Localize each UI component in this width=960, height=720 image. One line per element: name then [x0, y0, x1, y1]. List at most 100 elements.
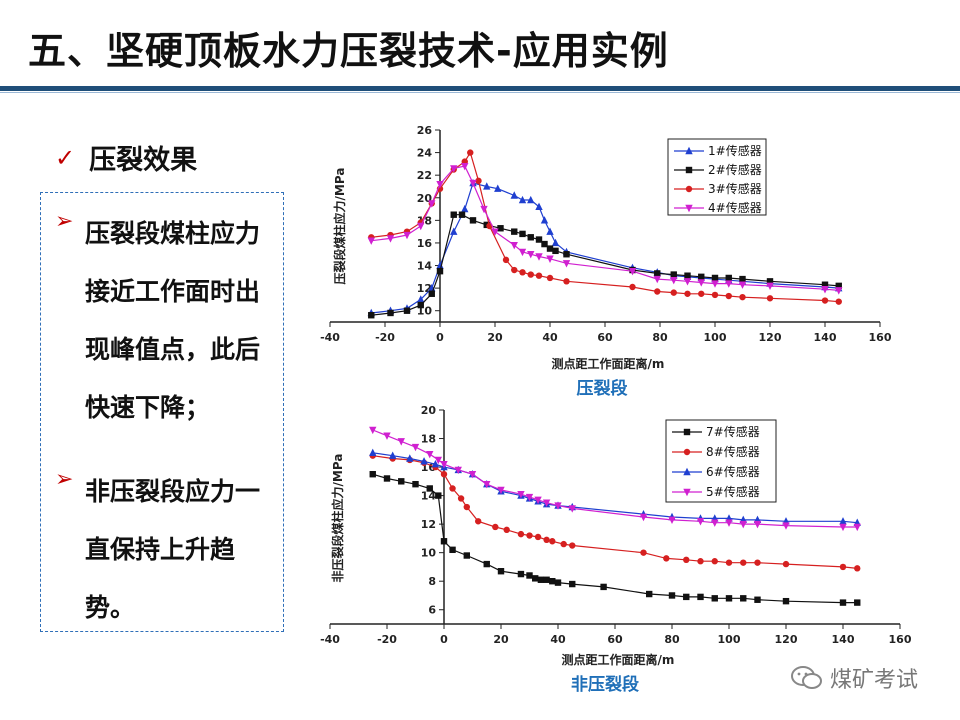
data-point	[517, 570, 525, 578]
legend-marker	[685, 146, 693, 155]
data-point	[469, 217, 477, 224]
data-point	[754, 596, 761, 603]
bullet-item: ➢ 压裂段煤柱应力接近工作面时出现峰值点，此后快速下降；	[55, 205, 275, 437]
data-point	[725, 559, 733, 566]
data-point	[600, 583, 607, 591]
data-point	[569, 542, 576, 549]
data-point	[369, 426, 377, 435]
x-tick-label: 60	[597, 331, 613, 344]
data-point	[542, 499, 551, 508]
check-mark-icon: ✓	[55, 143, 76, 172]
data-point	[517, 491, 525, 499]
data-point	[639, 509, 648, 518]
data-point	[697, 558, 704, 565]
data-point	[654, 288, 661, 295]
data-point	[435, 492, 442, 499]
x-tick-label: 100	[718, 633, 741, 646]
data-point	[454, 465, 462, 474]
data-point	[426, 485, 433, 492]
data-point	[403, 307, 411, 314]
legend-label: 2#传感器	[708, 162, 762, 177]
data-point	[711, 291, 719, 299]
data-point	[483, 480, 491, 489]
key-points-box: ➢ 压裂段煤柱应力接近工作面时出现峰值点，此后快速下降； ➢ 非压裂段应力一直保…	[40, 192, 284, 632]
data-point	[517, 490, 525, 499]
data-point	[569, 580, 576, 588]
data-point	[432, 463, 439, 471]
data-point	[628, 267, 637, 276]
data-point	[725, 519, 733, 527]
data-point	[450, 166, 457, 173]
data-point	[434, 456, 442, 465]
data-point	[668, 512, 676, 521]
chart-caption: 非压裂段	[571, 674, 639, 695]
data-point	[725, 276, 733, 284]
legend-label: 1#传感器	[708, 143, 762, 158]
data-point	[711, 558, 718, 565]
data-point	[483, 479, 491, 488]
legend-marker	[683, 467, 691, 476]
data-point	[541, 240, 548, 248]
data-point	[739, 520, 747, 529]
y-tick-label: 12	[417, 282, 432, 295]
legend-label: 6#传感器	[706, 464, 760, 479]
data-point	[549, 538, 556, 545]
title-rule	[0, 86, 960, 91]
x-tick-label: 60	[607, 633, 623, 646]
y-tick-label: 10	[417, 305, 433, 318]
y-tick-label: 16	[417, 237, 433, 250]
data-point	[646, 590, 653, 598]
x-tick-label: 40	[550, 633, 566, 646]
legend-marker	[683, 428, 691, 436]
x-tick-label: 100	[704, 331, 727, 344]
x-tick-label: -40	[320, 633, 340, 646]
wechat-icon	[791, 666, 822, 689]
data-point	[454, 466, 462, 475]
series-line	[372, 429, 858, 528]
data-point	[640, 549, 647, 556]
data-point	[497, 568, 505, 575]
data-point	[491, 228, 499, 236]
data-point	[518, 248, 527, 257]
data-point	[697, 279, 705, 287]
x-tick-label: 0	[436, 331, 444, 344]
data-point	[403, 231, 411, 240]
data-point	[532, 575, 539, 582]
data-point	[562, 247, 571, 256]
data-point	[560, 540, 567, 548]
data-point	[543, 536, 550, 544]
series-line	[372, 473, 858, 604]
data-point	[480, 205, 488, 214]
data-point	[684, 290, 691, 297]
data-point	[782, 517, 790, 525]
data-point	[629, 266, 636, 274]
data-point	[683, 278, 692, 286]
data-point	[711, 514, 719, 522]
y-tick-label: 6	[428, 604, 436, 617]
data-point	[440, 471, 448, 478]
data-point	[463, 503, 470, 511]
data-point	[511, 266, 518, 274]
data-point	[386, 235, 395, 243]
data-point	[725, 595, 733, 602]
data-point	[568, 502, 576, 511]
data-point	[542, 499, 551, 507]
data-point	[412, 480, 419, 488]
data-point	[449, 546, 456, 554]
x-tick-label: 20	[493, 633, 509, 646]
chart-caption: 压裂段	[577, 378, 628, 399]
y-tick-label: 24	[417, 147, 433, 160]
data-point	[534, 496, 542, 505]
y-tick-label: 18	[417, 214, 432, 227]
data-point	[469, 179, 477, 188]
data-point	[535, 272, 543, 279]
y-axis-label: 非压裂段煤柱应力/MPa	[330, 454, 345, 583]
data-point	[510, 191, 518, 199]
data-point	[766, 282, 774, 291]
series-line	[372, 455, 858, 569]
data-point	[436, 181, 444, 189]
data-point	[369, 471, 376, 478]
data-point	[835, 298, 842, 305]
data-point	[725, 274, 732, 282]
data-point	[568, 505, 576, 513]
